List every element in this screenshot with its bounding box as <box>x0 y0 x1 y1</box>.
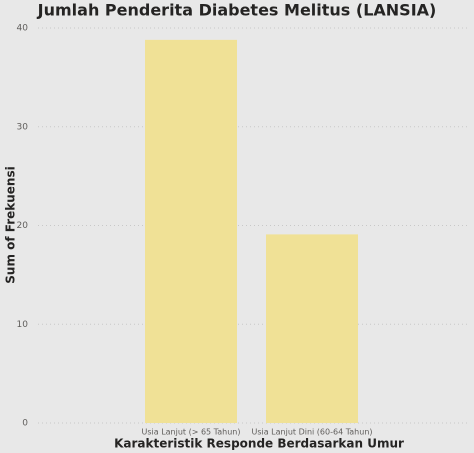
x-tick-label: Usia Lanjut (> 65 Tahun) <box>142 428 241 437</box>
y-tick-label: 20 <box>17 221 29 231</box>
y-axis-label: Sum of Frekuensi <box>4 166 18 283</box>
y-tick-label: 10 <box>17 320 29 330</box>
y-tick-label: 30 <box>17 122 29 132</box>
y-tick-label: 40 <box>17 24 29 34</box>
y-tick-label: 0 <box>22 419 28 429</box>
chart-title: Jumlah Penderita Diabetes Melitus (LANSI… <box>37 1 437 20</box>
bar <box>145 39 237 423</box>
x-axis-label: Karakteristik Responde Berdasarkan Umur <box>114 437 404 451</box>
x-tick-label: Usia Lanjut Dini (60-64 Tahun) <box>251 428 372 437</box>
bar <box>266 234 358 423</box>
